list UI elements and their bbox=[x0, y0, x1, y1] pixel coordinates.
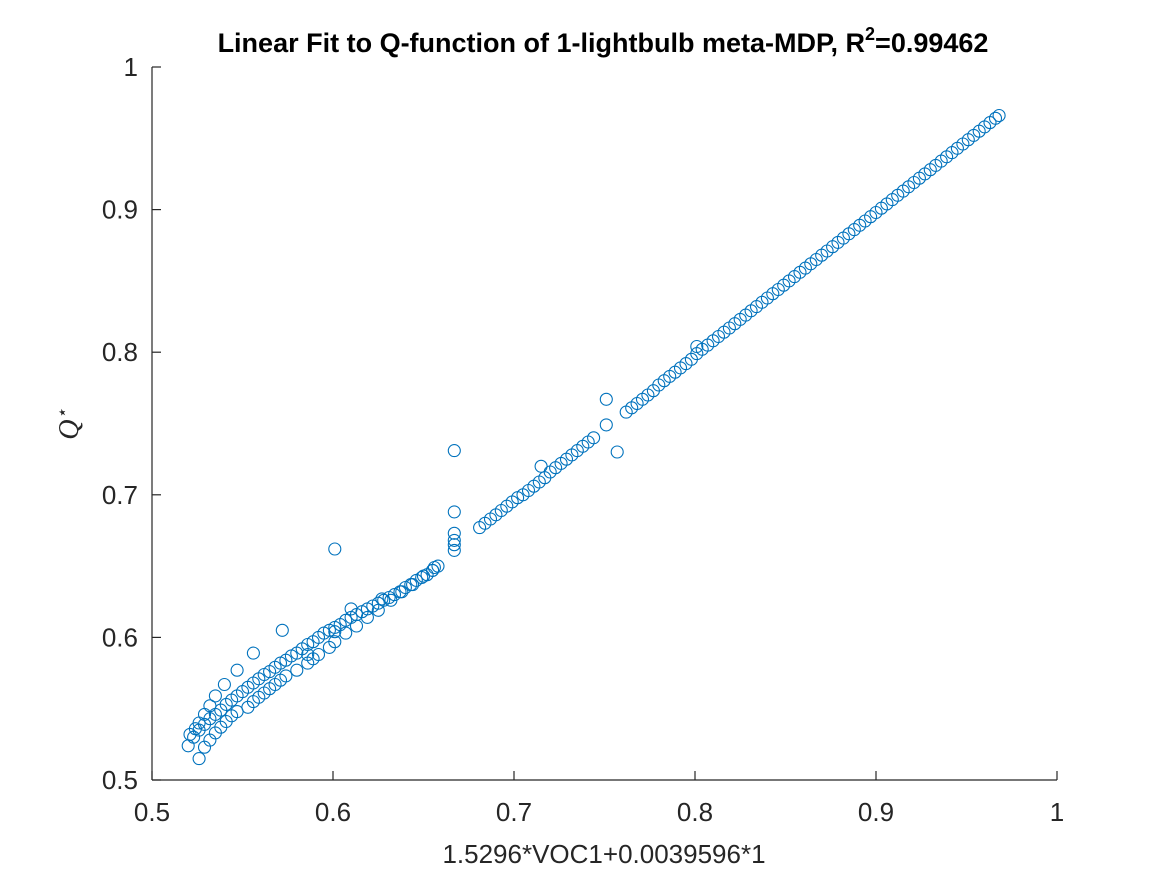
data-markers bbox=[181, 108, 1006, 766]
data-point bbox=[328, 542, 342, 556]
x-tick-label: 0.6 bbox=[315, 797, 351, 827]
data-point bbox=[230, 663, 244, 677]
chart-title-superscript: 2 bbox=[865, 24, 875, 44]
data-point bbox=[610, 445, 624, 459]
y-axis-label-symbol: Q bbox=[54, 420, 85, 440]
data-point bbox=[426, 563, 440, 577]
data-point bbox=[599, 392, 613, 406]
chart-title-main: Linear Fit to Q-function of 1-lightbulb … bbox=[218, 28, 865, 58]
data-point bbox=[587, 431, 601, 445]
data-point bbox=[447, 505, 461, 519]
y-axis-label-superscript: ⋆ bbox=[52, 408, 72, 419]
x-tick-label: 1 bbox=[1050, 797, 1064, 827]
y-tick-label: 1 bbox=[124, 52, 138, 82]
plot-area: 0.5 0.6 0.7 0.8 0.9 1 0.5 0.6 0.7 0.8 0.9 1 bbox=[102, 52, 1064, 827]
x-tick-label: 0.9 bbox=[858, 797, 894, 827]
chart-title: Linear Fit to Q-function of 1-lightbulb … bbox=[218, 24, 989, 58]
y-tick-label: 0.9 bbox=[102, 195, 138, 225]
x-tick-label: 0.5 bbox=[134, 797, 170, 827]
data-point bbox=[427, 560, 441, 575]
data-point bbox=[599, 418, 613, 432]
data-point bbox=[447, 538, 461, 552]
data-point bbox=[275, 623, 289, 637]
data-point bbox=[192, 752, 206, 766]
x-ticks: 0.5 0.6 0.7 0.8 0.9 1 bbox=[134, 771, 1064, 827]
data-point bbox=[328, 625, 342, 639]
data-point bbox=[360, 610, 374, 624]
data-point bbox=[301, 647, 315, 662]
data-point bbox=[279, 669, 293, 683]
data-point bbox=[447, 526, 461, 540]
data-point bbox=[344, 602, 358, 616]
data-point bbox=[349, 619, 364, 633]
data-point bbox=[208, 689, 222, 703]
data-point bbox=[384, 593, 398, 607]
data-point bbox=[290, 663, 304, 677]
x-tick-label: 0.8 bbox=[677, 797, 713, 827]
data-point bbox=[246, 646, 260, 660]
data-point bbox=[534, 459, 548, 473]
data-point bbox=[447, 533, 461, 547]
data-point bbox=[992, 108, 1006, 123]
chart-title-suffix: =0.99462 bbox=[875, 28, 988, 58]
y-axis-label: Q⋆ bbox=[52, 408, 85, 440]
data-point bbox=[988, 111, 1003, 125]
y-tick-label: 0.6 bbox=[102, 622, 138, 652]
x-axis-label: 1.5296*VOC1+0.0039596*1 bbox=[442, 839, 765, 869]
data-point bbox=[328, 635, 342, 649]
data-point bbox=[203, 699, 217, 713]
data-point bbox=[217, 677, 231, 692]
data-point bbox=[690, 339, 704, 354]
data-point bbox=[395, 585, 409, 599]
data-point bbox=[447, 543, 461, 557]
x-tick-label: 0.7 bbox=[496, 797, 532, 827]
y-tick-label: 0.5 bbox=[102, 765, 138, 795]
y-ticks: 0.5 0.6 0.7 0.8 0.9 1 bbox=[102, 52, 161, 795]
data-point bbox=[406, 578, 420, 592]
data-point bbox=[375, 592, 389, 606]
data-point bbox=[447, 444, 461, 458]
data-point bbox=[311, 647, 326, 662]
y-tick-label: 0.7 bbox=[102, 480, 138, 510]
data-point bbox=[339, 626, 353, 640]
y-tick-label: 0.8 bbox=[102, 337, 138, 367]
